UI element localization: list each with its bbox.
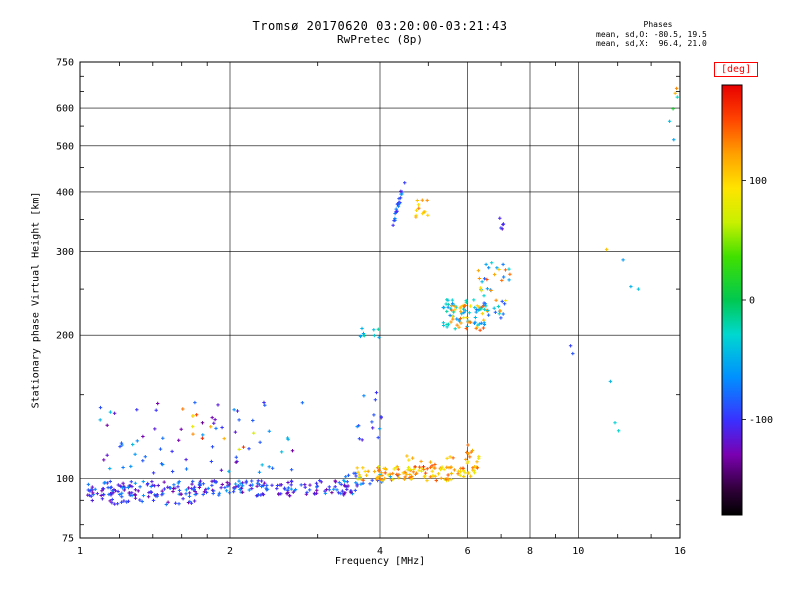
svg-text:6: 6 <box>465 546 471 557</box>
svg-text:4: 4 <box>377 546 383 557</box>
svg-text:1: 1 <box>77 546 83 557</box>
svg-text:2: 2 <box>227 546 233 557</box>
svg-text:750: 750 <box>56 58 74 69</box>
phase-stats: Phases mean, sd,O: -80.5, 19.5 mean, sd,… <box>596 20 720 49</box>
scatter-points <box>86 86 679 507</box>
svg-text:10: 10 <box>572 546 584 557</box>
svg-text:600: 600 <box>56 104 74 115</box>
plot-subtitle: RwPretec (8p) <box>336 33 424 46</box>
plot-title: Tromsø 20170620 03:20:00-03:21:43 <box>252 19 508 33</box>
phase-stats-x-mode: mean, sd,X: 96.4, 21.0 <box>596 39 707 48</box>
phase-stats-o-mode: mean, sd,O: -80.5, 19.5 <box>596 29 707 39</box>
svg-text:400: 400 <box>56 187 74 198</box>
y-axis-label: Stationary phase Virtual Height [km] <box>30 191 42 409</box>
svg-text:300: 300 <box>56 247 74 258</box>
svg-text:-100: -100 <box>749 415 773 426</box>
phase-stats-heading: Phases <box>643 20 673 29</box>
minor-ticks <box>80 62 680 538</box>
x-axis-label: Frequency [MHz] <box>334 556 426 567</box>
colorbar: 100 0 -100 <box>721 84 773 516</box>
svg-text:500: 500 <box>56 141 74 152</box>
plot-frame <box>79 61 681 539</box>
svg-text:75: 75 <box>62 534 74 545</box>
svg-text:100: 100 <box>56 474 74 485</box>
svg-text:0: 0 <box>749 296 755 307</box>
axis-tick-labels: 1 2 4 6 8 10 16 75 100 200 300 400 500 600 750 <box>56 58 686 558</box>
svg-text:8: 8 <box>527 546 533 557</box>
colorbar-unit-label: [deg] <box>714 62 759 77</box>
svg-text:200: 200 <box>56 331 74 342</box>
svg-text:16: 16 <box>674 546 686 557</box>
svg-text:100: 100 <box>749 176 767 187</box>
